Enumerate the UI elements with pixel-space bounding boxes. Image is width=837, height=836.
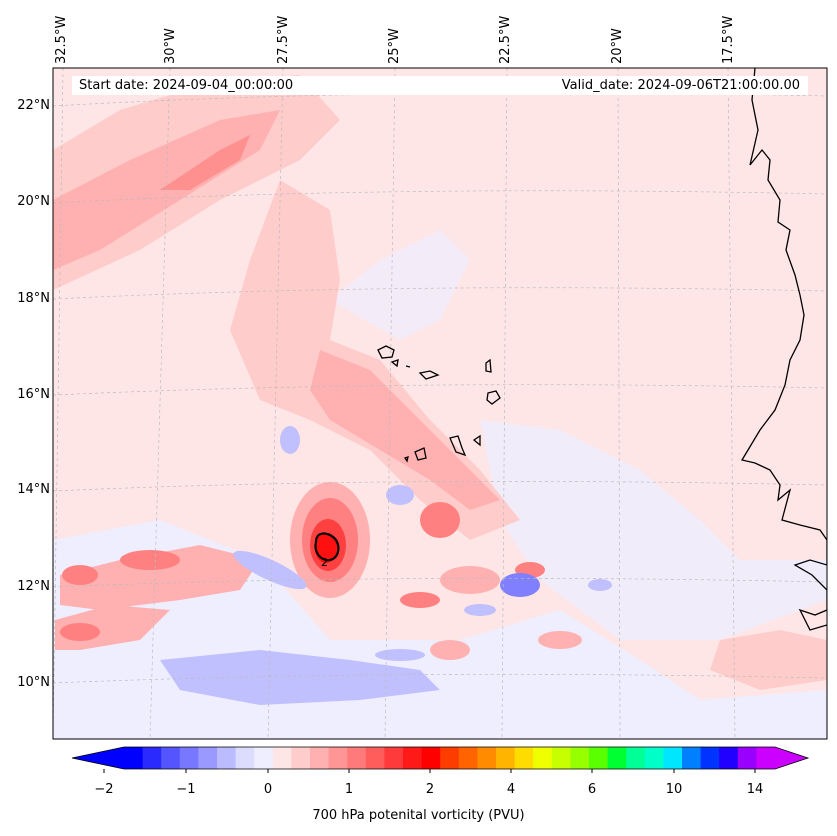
colorbar-bin bbox=[124, 747, 144, 769]
colorbar-tick: 1 bbox=[344, 782, 354, 797]
pv-field bbox=[53, 68, 827, 739]
lon-label: 32.5°W bbox=[54, 15, 69, 64]
pv-low bbox=[588, 579, 612, 591]
pv-band-nw bbox=[160, 135, 250, 190]
colorbar-bin bbox=[533, 747, 553, 769]
colorbar-bin bbox=[235, 747, 255, 769]
pv-streak bbox=[120, 550, 180, 570]
colorbar-bin bbox=[198, 747, 218, 769]
colorbar-bin bbox=[570, 747, 590, 769]
colorbar bbox=[71, 746, 810, 773]
colorbar-bin bbox=[291, 747, 311, 769]
colorbar-bin bbox=[477, 747, 497, 769]
date-banner: Start date: 2024-09-04_00:00:00 Valid_da… bbox=[72, 76, 808, 95]
pv-low bbox=[375, 649, 425, 661]
colorbar-bin bbox=[496, 747, 516, 769]
colorbar-tick: 10 bbox=[665, 782, 683, 797]
start-date: Start date: 2024-09-04_00:00:00 bbox=[79, 78, 294, 93]
colorbar-bin bbox=[626, 747, 646, 769]
colorbar-bin bbox=[756, 747, 776, 769]
pv-patch bbox=[440, 566, 500, 594]
colorbar-tick: 0 bbox=[263, 782, 273, 797]
colorbar-tick: 6 bbox=[587, 782, 597, 797]
colorbar-bin bbox=[607, 747, 627, 769]
lon-label: 27.5°W bbox=[276, 15, 291, 64]
coastline-africa bbox=[740, 68, 827, 631]
pv-low bbox=[280, 426, 300, 454]
colorbar-bin bbox=[179, 747, 199, 769]
colorbar-bin bbox=[254, 747, 274, 769]
colorbar-tick: −1 bbox=[176, 782, 196, 797]
colorbar-bin bbox=[682, 747, 702, 769]
pv-streak bbox=[60, 545, 260, 610]
colorbar-bin bbox=[347, 747, 367, 769]
pv-streak bbox=[62, 565, 98, 585]
lat-label: 12°N bbox=[17, 579, 50, 594]
pv-patch bbox=[420, 502, 460, 538]
colorbar-bin bbox=[161, 747, 181, 769]
lat-label: 10°N bbox=[17, 675, 50, 690]
colorbar-bin bbox=[700, 747, 720, 769]
pv-low bbox=[500, 573, 540, 597]
colorbar-bin bbox=[458, 747, 478, 769]
lat-label: 16°N bbox=[17, 387, 50, 402]
pv-low bbox=[233, 550, 307, 590]
colorbar-bin bbox=[719, 747, 739, 769]
contour-label: 2 bbox=[321, 556, 328, 569]
pv-low bbox=[386, 485, 414, 505]
colorbar-bin bbox=[217, 747, 237, 769]
pv-low-zone bbox=[330, 230, 470, 340]
colorbar-extend-high bbox=[775, 747, 808, 769]
valid-date: Valid_date: 2024-09-06T21:00:00.00 bbox=[561, 78, 800, 93]
colorbar-tick: 4 bbox=[506, 782, 516, 797]
colorbar-bin bbox=[421, 747, 441, 769]
colorbar-bin bbox=[365, 747, 385, 769]
pv-2-contour bbox=[314, 532, 340, 562]
colorbar-bin bbox=[663, 747, 683, 769]
colorbar-tick: −2 bbox=[94, 782, 114, 797]
pv-low-zone bbox=[480, 420, 827, 640]
pv-patch bbox=[710, 630, 827, 690]
colorbar-outline bbox=[71, 746, 810, 770]
pv-patch bbox=[400, 592, 440, 608]
map-frame bbox=[52, 67, 828, 740]
colorbar-tick: 2 bbox=[425, 782, 435, 797]
colorbar-bin bbox=[384, 747, 404, 769]
colorbar-bin bbox=[440, 747, 460, 769]
colorbar-tick: 14 bbox=[746, 782, 764, 797]
colorbar-bin bbox=[551, 747, 571, 769]
gridlines bbox=[53, 68, 827, 739]
lat-label: 18°N bbox=[17, 291, 50, 306]
pv-patch bbox=[430, 640, 470, 660]
pv-low bbox=[464, 604, 496, 616]
lon-label: 20°W bbox=[610, 28, 625, 64]
pv-streak bbox=[60, 623, 100, 641]
colorbar-bin bbox=[644, 747, 664, 769]
pv-patch bbox=[538, 631, 582, 649]
pv-band-central bbox=[310, 350, 500, 510]
lon-label: 30°W bbox=[163, 28, 178, 64]
colorbar-label: 700 hPa potenital vorticity (PVU) bbox=[312, 808, 525, 823]
colorbar-bin bbox=[514, 747, 534, 769]
colorbar-bin bbox=[737, 747, 757, 769]
colorbar-bin bbox=[142, 747, 162, 769]
colorbar-extend-low bbox=[72, 747, 124, 769]
cape-verde-islands bbox=[377, 345, 501, 463]
colorbar-bin bbox=[328, 747, 348, 769]
lon-label: 22.5°W bbox=[498, 15, 513, 64]
colorbar-bin bbox=[310, 747, 330, 769]
pv-vortex bbox=[315, 533, 337, 563]
lon-label: 25°W bbox=[387, 28, 402, 64]
colorbar-bin bbox=[589, 747, 609, 769]
lat-label: 22°N bbox=[17, 98, 50, 113]
colorbar-bin bbox=[272, 747, 292, 769]
lat-label: 14°N bbox=[17, 482, 50, 497]
lon-label: 17.5°W bbox=[721, 15, 736, 64]
pv-low bbox=[160, 650, 440, 705]
lat-label: 20°N bbox=[17, 194, 50, 209]
colorbar-bin bbox=[403, 747, 423, 769]
